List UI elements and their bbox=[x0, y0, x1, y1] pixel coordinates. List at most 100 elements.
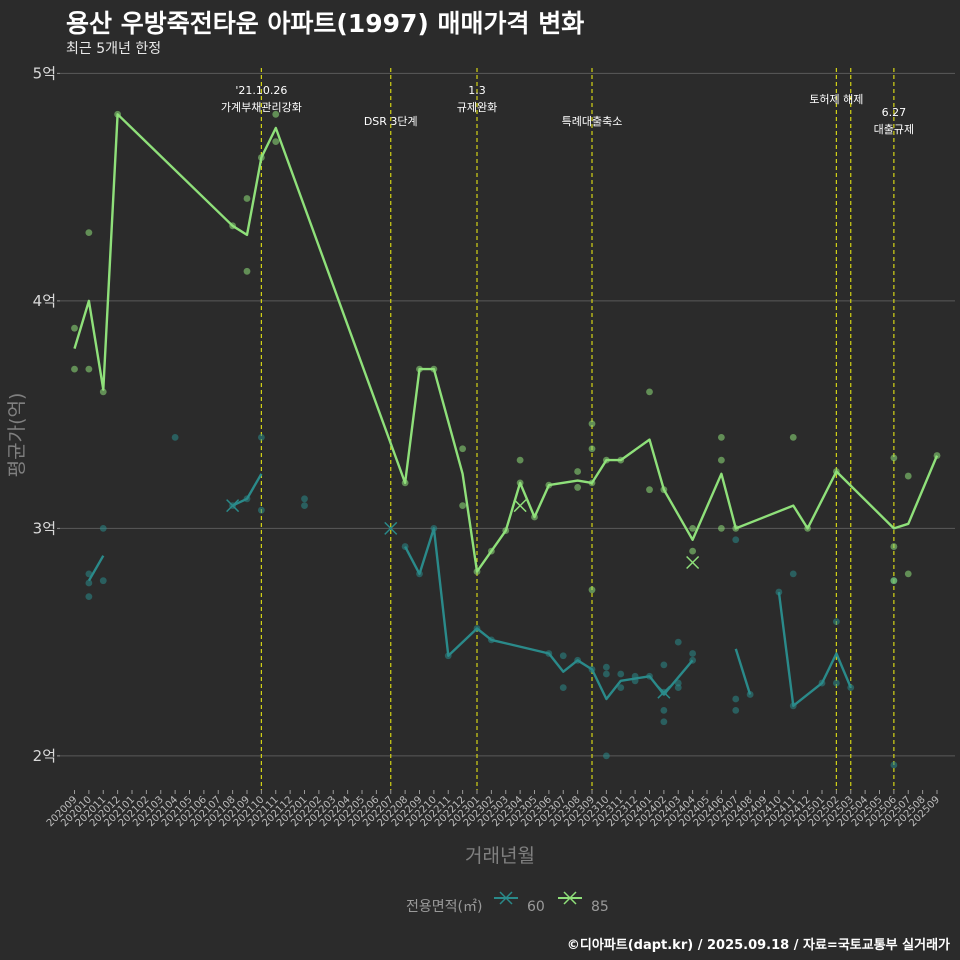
point-60-26 bbox=[617, 670, 625, 678]
point-85-48 bbox=[904, 570, 912, 578]
point-85-24 bbox=[574, 468, 582, 475]
x-axis-label: 거래년월 bbox=[465, 845, 535, 867]
point-60-25 bbox=[602, 752, 610, 760]
cross-85-0 bbox=[513, 499, 527, 513]
point-85-41 bbox=[789, 433, 797, 441]
point-60-41 bbox=[732, 706, 740, 714]
point-60-27 bbox=[617, 684, 625, 692]
point-60-49 bbox=[832, 679, 840, 687]
annotation-202207-0: DSR 3단계 bbox=[364, 115, 418, 128]
cross-markers bbox=[226, 499, 700, 699]
y-axis-label: 평균가(억) bbox=[6, 393, 28, 478]
point-85-45 bbox=[890, 543, 898, 550]
average-price-lines bbox=[73, 113, 939, 707]
series-line-60-3 bbox=[734, 648, 752, 695]
cross-60-2 bbox=[657, 685, 671, 699]
point-85-1 bbox=[71, 365, 78, 373]
chart-subtitle: 최근 5개년 한정 bbox=[66, 41, 162, 57]
point-85-7 bbox=[243, 195, 251, 202]
legend: 전용면적(㎡) 60 85 bbox=[406, 891, 609, 915]
point-60-38 bbox=[689, 650, 697, 657]
point-60-51 bbox=[890, 761, 898, 769]
point-85-44 bbox=[890, 454, 898, 462]
y-tick-label-4: 4억 bbox=[33, 292, 56, 310]
point-60-48 bbox=[832, 618, 840, 626]
point-85-36 bbox=[689, 547, 697, 555]
series-line-60-0 bbox=[87, 555, 105, 582]
annotation-202502-0: 토허제 해제 bbox=[809, 92, 863, 106]
point-60-3 bbox=[99, 524, 107, 532]
point-60-4 bbox=[99, 577, 107, 585]
chart-title: 용산 우방죽전타운 아파트(1997) 매매가격 변화 bbox=[66, 9, 585, 38]
y-tick-label-5: 5억 bbox=[33, 64, 56, 82]
annotation-202301-0: 1.3 bbox=[468, 84, 486, 97]
point-60-35 bbox=[674, 638, 682, 646]
annotation-202506-0: 6.27 bbox=[882, 106, 907, 119]
point-85-46 bbox=[890, 577, 898, 585]
point-85-32 bbox=[646, 388, 653, 396]
source-caption: ©디아파트(dapt.kr) / 2025.09.18 / 자료=국토교통부 실… bbox=[566, 938, 950, 953]
point-60-9 bbox=[257, 506, 265, 514]
point-60-24 bbox=[602, 670, 610, 678]
point-60-40 bbox=[732, 695, 740, 703]
cross-60-1 bbox=[384, 521, 398, 535]
series-line-60-4 bbox=[777, 591, 852, 707]
point-85-33 bbox=[646, 486, 653, 494]
point-60-23 bbox=[602, 663, 610, 671]
x-axis-ticks: 2020092020102020112020122021012021022021… bbox=[45, 790, 942, 829]
gridlines bbox=[60, 72, 955, 757]
point-85-37 bbox=[717, 433, 725, 441]
point-60-33 bbox=[660, 706, 668, 714]
point-60-42 bbox=[732, 536, 740, 544]
point-60-10 bbox=[301, 502, 308, 510]
y-tick-label-2: 2억 bbox=[33, 747, 56, 765]
point-85-2 bbox=[85, 229, 93, 237]
point-60-46 bbox=[789, 570, 797, 578]
point-85-25 bbox=[574, 484, 582, 491]
point-60-8 bbox=[257, 433, 265, 441]
annotation-202110-1: 가계부채관리강화 bbox=[221, 101, 302, 114]
legend-60-cross bbox=[499, 891, 513, 905]
point-60-37 bbox=[674, 684, 682, 692]
policy-event-lines bbox=[260, 68, 895, 790]
series-line-60-2 bbox=[404, 527, 694, 701]
legend-85-cross bbox=[563, 891, 577, 905]
point-85-47 bbox=[904, 472, 912, 480]
point-60-11 bbox=[301, 495, 308, 503]
series-line-60-1 bbox=[232, 473, 263, 507]
point-85-20 bbox=[516, 456, 524, 464]
point-85-29 bbox=[588, 586, 596, 594]
point-85-27 bbox=[588, 445, 596, 453]
point-60-2 bbox=[85, 593, 93, 601]
point-85-10 bbox=[272, 110, 280, 118]
annotation-202506-1: 대출규제 bbox=[874, 123, 914, 136]
point-85-35 bbox=[689, 524, 697, 532]
point-60-1 bbox=[85, 579, 93, 587]
point-60-19 bbox=[559, 652, 567, 660]
annotation-202309-0: 특례대출축소 bbox=[562, 115, 623, 128]
point-85-0 bbox=[71, 324, 78, 332]
cross-60-0 bbox=[226, 499, 240, 513]
point-60-31 bbox=[660, 661, 668, 669]
y-tick-label-3: 3억 bbox=[33, 519, 56, 537]
point-85-38 bbox=[717, 456, 725, 464]
legend-60-label: 60 bbox=[527, 899, 545, 915]
point-85-39 bbox=[717, 524, 725, 532]
point-85-11 bbox=[272, 138, 280, 146]
legend-85-label: 85 bbox=[591, 899, 609, 915]
point-85-3 bbox=[85, 365, 93, 373]
point-60-34 bbox=[660, 718, 668, 726]
point-85-26 bbox=[588, 420, 596, 428]
cross-85-1 bbox=[686, 555, 700, 570]
transaction-points bbox=[71, 110, 941, 769]
point-60-44 bbox=[775, 588, 783, 596]
point-85-15 bbox=[459, 445, 467, 453]
series-line-85-0 bbox=[73, 113, 939, 573]
point-60-20 bbox=[559, 684, 567, 692]
annotation-202110-0: '21.10.26 bbox=[235, 84, 287, 97]
y-axis-ticks: 2억 3억 4억 5억 bbox=[33, 64, 60, 765]
legend-title: 전용면적(㎡) bbox=[406, 899, 482, 915]
point-85-16 bbox=[459, 502, 467, 510]
